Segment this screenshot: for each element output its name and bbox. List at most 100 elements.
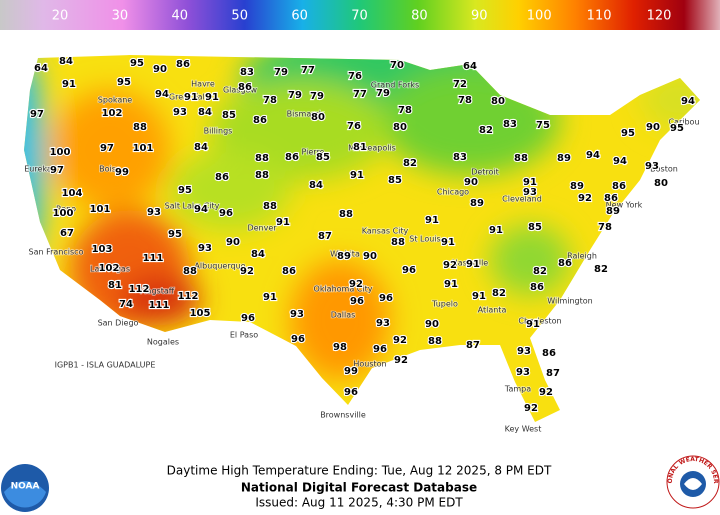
place-name: Flagstaff: [140, 287, 175, 296]
temperature: 89: [557, 153, 571, 164]
temperature: 79: [376, 88, 390, 99]
temperature: 91: [276, 217, 290, 228]
temperature: 111: [149, 300, 170, 311]
temperature: 112: [129, 284, 150, 295]
temperature: 78: [598, 222, 612, 233]
temperature: 80: [311, 112, 325, 123]
color-bar-tick: 80: [411, 9, 428, 24]
temperature: 112: [178, 291, 199, 302]
temperature: 83: [240, 67, 254, 78]
temperature: 93: [516, 367, 530, 378]
temperature: 91: [350, 170, 364, 181]
temperature: 82: [479, 125, 493, 136]
place-name: Houston: [353, 360, 386, 369]
place-name: Kansas City: [362, 227, 409, 236]
temperature: 84: [59, 56, 73, 67]
place-name: Tupelo: [431, 300, 458, 309]
place-name: Havre: [191, 80, 215, 89]
place-name: Detroit: [471, 168, 499, 177]
temperature: 91: [425, 215, 439, 226]
temperature: 88: [255, 153, 269, 164]
temperature: 86: [176, 59, 190, 70]
color-bar-tick: 30: [112, 9, 129, 24]
temperature: 94: [586, 150, 600, 161]
temperature: 96: [291, 334, 305, 345]
temperature: 87: [318, 231, 332, 242]
place-name: Spokane: [98, 96, 133, 105]
temperature: 85: [316, 152, 330, 163]
temperature: 77: [353, 89, 367, 100]
temperature: 102: [102, 108, 123, 119]
place-name: Albuquerque: [194, 262, 245, 271]
temperature: 80: [393, 122, 407, 133]
place-name: St Louis: [409, 235, 440, 244]
place-name: Great Falls: [169, 93, 211, 102]
place-name: New York: [606, 201, 643, 210]
temperature: 88: [133, 122, 147, 133]
temperature: 96: [373, 344, 387, 355]
temperature: 94: [155, 89, 169, 100]
place-name: San Francisco: [29, 248, 84, 257]
temperature: 97: [100, 143, 114, 154]
temperature: 91: [523, 177, 537, 188]
temperature: 92: [394, 355, 408, 366]
color-bar-tick: 70: [351, 9, 368, 24]
temperature: 74: [119, 299, 133, 310]
temperature: 98: [333, 342, 347, 353]
temperature: 80: [491, 96, 505, 107]
temperature: 78: [263, 95, 277, 106]
temperature: 91: [184, 92, 198, 103]
temperature: 80: [654, 178, 668, 189]
temperature: 83: [503, 119, 517, 130]
temperature: 77: [301, 65, 315, 76]
temperature: 91: [466, 259, 480, 270]
temperature: 90: [646, 122, 660, 133]
temperature: 89: [570, 181, 584, 192]
temperature: 64: [34, 63, 48, 74]
place-name: Boston: [650, 165, 678, 174]
place-name: Pierre: [302, 148, 325, 157]
temperature: 67: [60, 228, 74, 239]
temperature: 93: [147, 207, 161, 218]
temperature: 99: [115, 167, 129, 178]
temperature: 83: [453, 152, 467, 163]
color-bar-tick: 20: [52, 9, 69, 24]
temperature: 91: [205, 92, 219, 103]
temperature: 94: [194, 204, 208, 215]
temperature: 91: [444, 279, 458, 290]
temperature: 111: [143, 253, 164, 264]
temperature: 88: [263, 201, 277, 212]
place-name: Key West: [505, 425, 542, 434]
place-name: Cleveland: [502, 195, 542, 204]
temperature: 88: [428, 336, 442, 347]
temperature: 91: [62, 79, 76, 90]
noaa-logo: NOAA: [1, 464, 49, 512]
place-name: Billings: [204, 127, 233, 136]
temperature: 92: [349, 279, 363, 290]
place-name: El Paso: [230, 331, 258, 340]
temperature: 95: [670, 123, 684, 134]
temperature-labels: Spokane Havre Glasgow Great Falls Billings Bi…: [23, 55, 700, 434]
temperature: 82: [403, 158, 417, 169]
temperature: 75: [536, 120, 550, 131]
temperature: 84: [309, 180, 323, 191]
temperature: 94: [681, 96, 695, 107]
temperature: 99: [344, 366, 358, 377]
color-bar-tick: 100: [527, 9, 552, 24]
footer-title: National Digital Forecast Database: [241, 481, 477, 495]
temperature: 91: [489, 225, 503, 236]
temperature: 96: [219, 208, 233, 219]
temperature: 86: [253, 115, 267, 126]
temperature: 92: [393, 335, 407, 346]
temperature: 95: [130, 58, 144, 69]
temperature: 90: [425, 319, 439, 330]
temperature: 95: [621, 128, 635, 139]
temperature: 93: [198, 243, 212, 254]
temperature: 72: [453, 79, 467, 90]
temperature: 90: [153, 64, 167, 75]
temperature: 84: [251, 249, 265, 260]
place-name: Brownsville: [320, 411, 366, 420]
temperature: 85: [222, 110, 236, 121]
temperature: 84: [194, 142, 208, 153]
